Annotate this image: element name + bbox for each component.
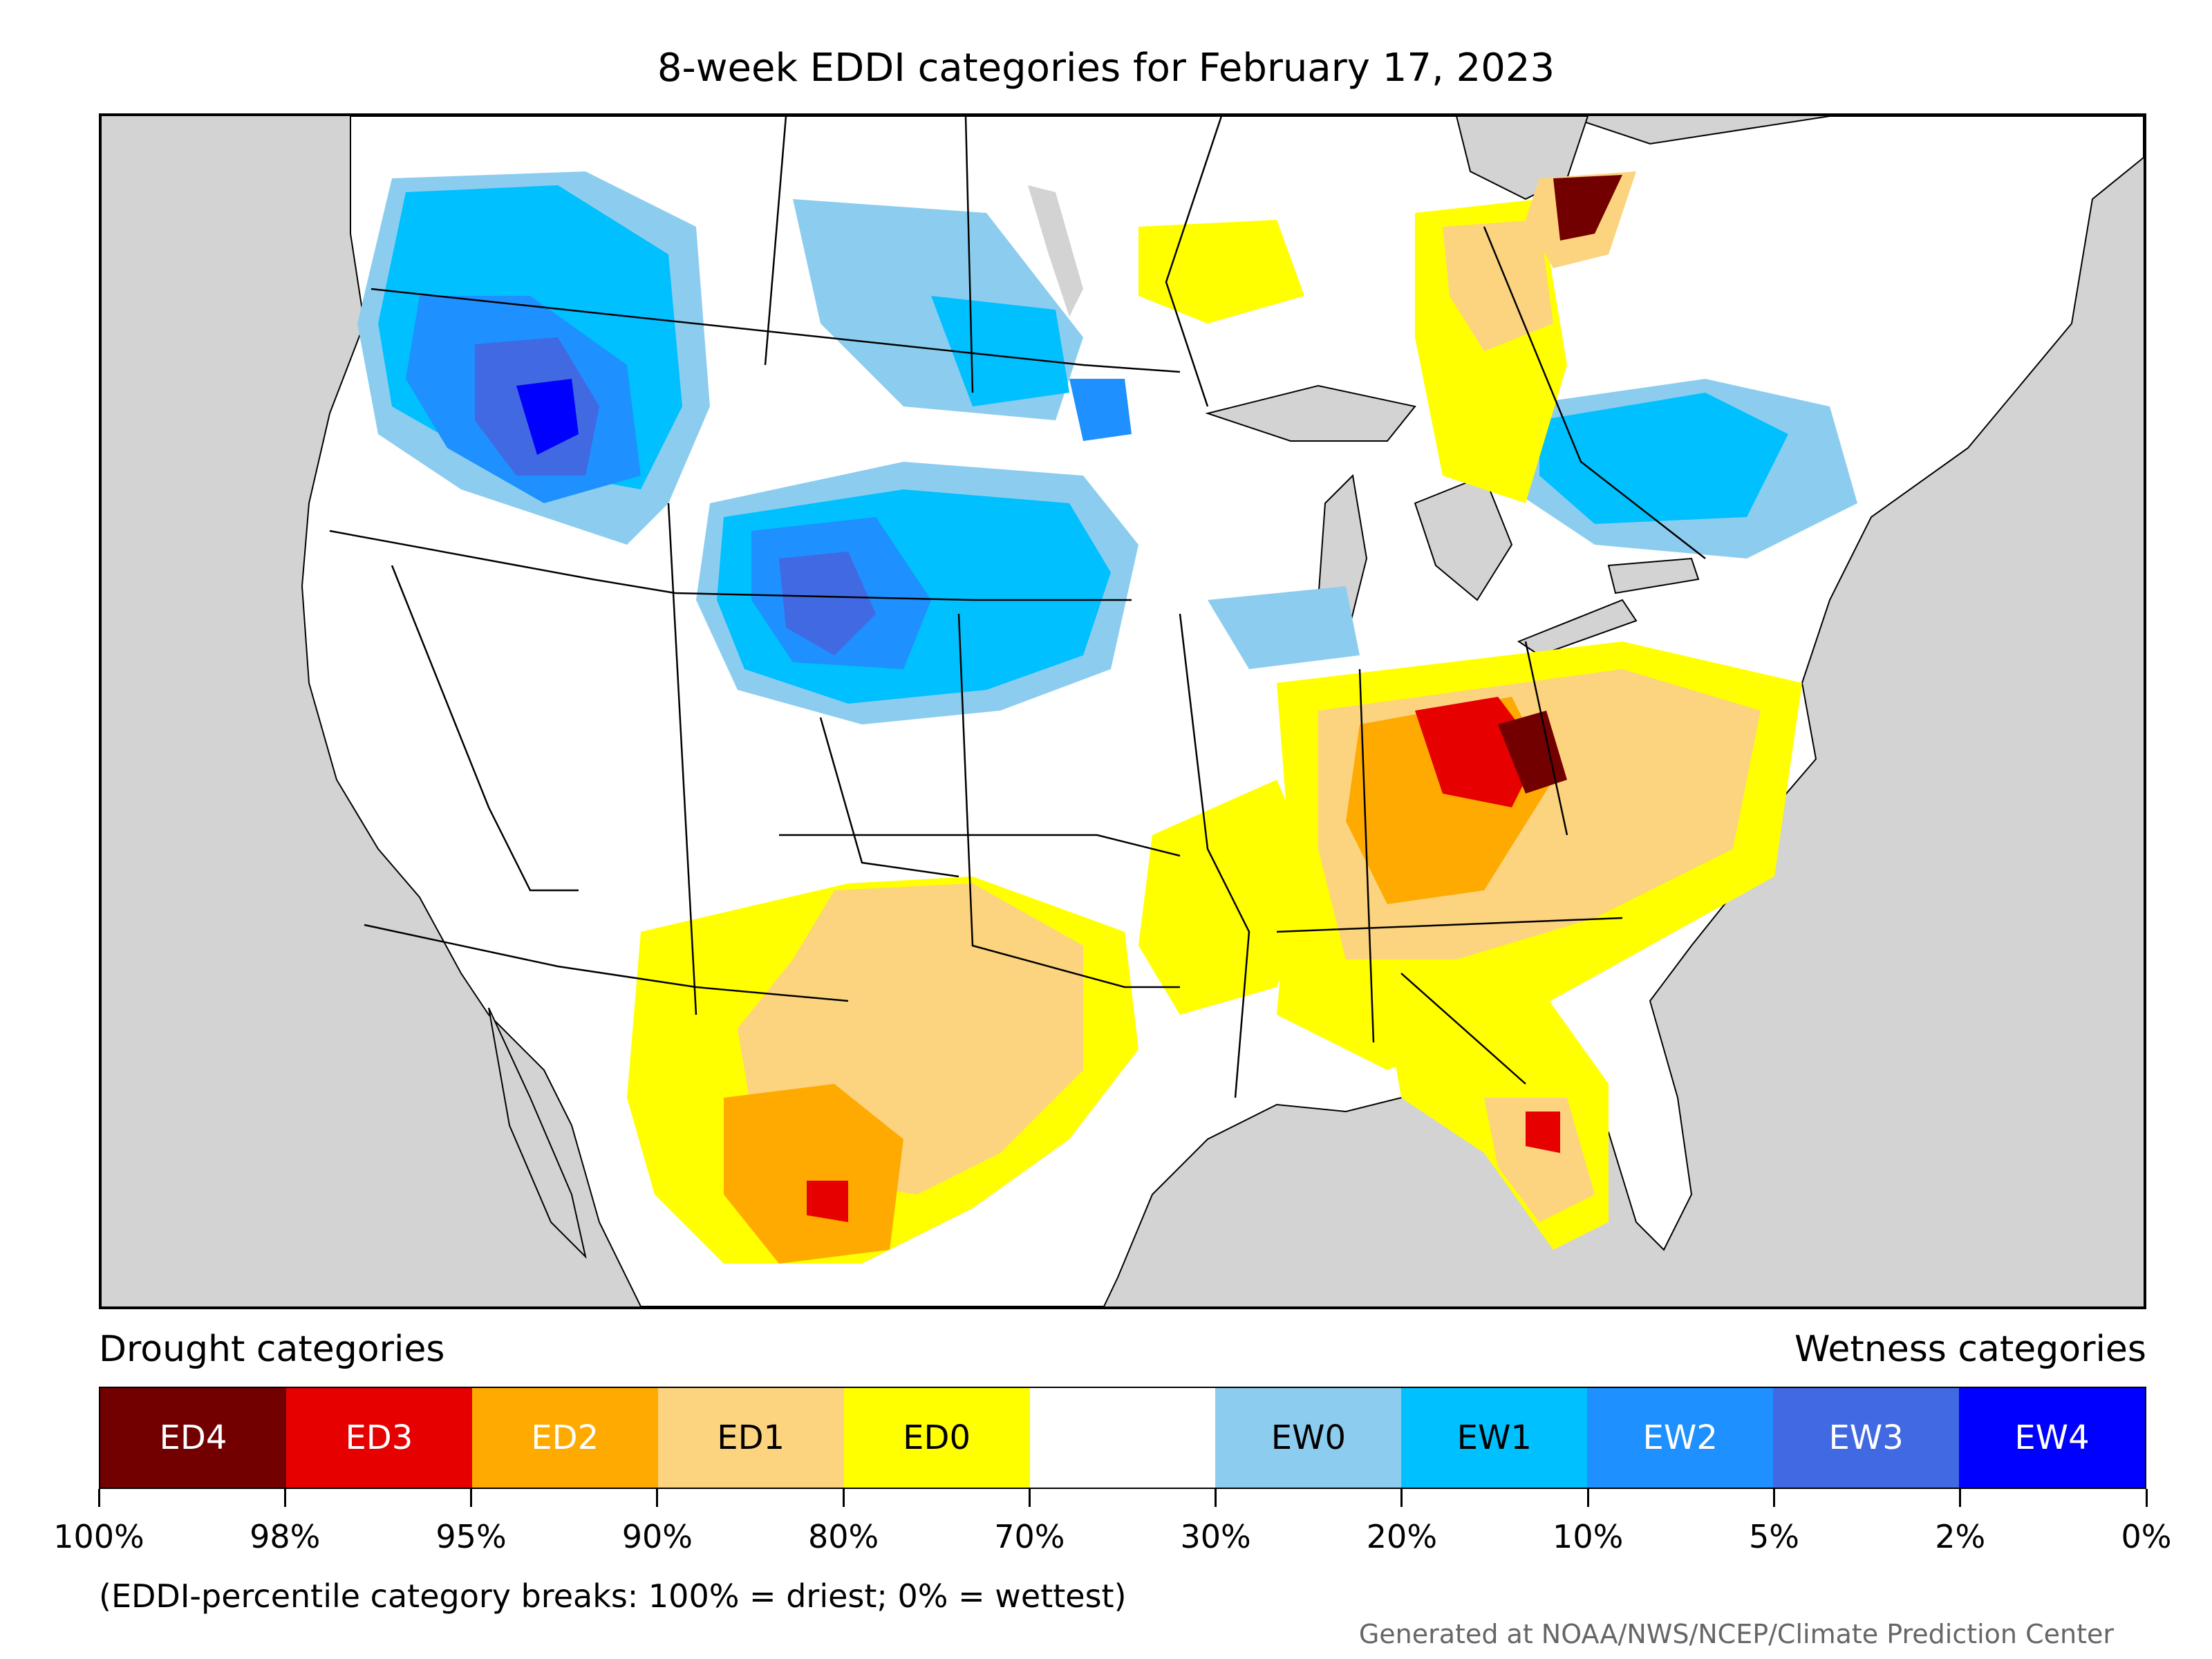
break-label: 95% <box>435 1518 507 1555</box>
colorbar-tick <box>1215 1489 1217 1507</box>
wetness-legend-heading: Wetness categories <box>1794 1329 2146 1370</box>
colorbar-tick <box>470 1489 473 1507</box>
colorbar-cell-ed4: ED4 <box>100 1388 286 1488</box>
colorbar-tick <box>1772 1489 1775 1507</box>
colorbar-tick <box>283 1489 286 1507</box>
colorbar-tick <box>842 1489 845 1507</box>
break-label: 0% <box>2121 1518 2172 1555</box>
break-label: 100% <box>53 1518 144 1555</box>
colorbar-ticks <box>97 1489 2148 1510</box>
colorbar-tick <box>1959 1489 1962 1507</box>
break-label: 98% <box>250 1518 321 1555</box>
break-label: 2% <box>1935 1518 1986 1555</box>
colorbar-cell-ew3: EW3 <box>1773 1388 1960 1488</box>
colorbar-cell-ed2: ED2 <box>471 1388 658 1488</box>
colorbar-cell-ed3: ED3 <box>285 1388 472 1488</box>
category-colorbar: ED4 ED3 ED2 ED1 ED0 EW0 EW1 EW2 EW3 EW4 <box>99 1387 2146 1489</box>
break-label: 20% <box>1366 1518 1438 1555</box>
map-title: 8-week EDDI categories for February 17, … <box>657 46 1555 91</box>
colorbar-tick <box>656 1489 659 1507</box>
colorbar-cell-ed1: ED1 <box>657 1388 844 1488</box>
colorbar-tick <box>1586 1489 1589 1507</box>
break-label: 10% <box>1553 1518 1624 1555</box>
break-label: 5% <box>1748 1518 1799 1555</box>
colorbar-cell-normal <box>1029 1388 1216 1488</box>
break-label: 90% <box>621 1518 693 1555</box>
eddi-map <box>99 113 2146 1309</box>
break-label: 30% <box>1180 1518 1251 1555</box>
colorbar-cell-ew4: EW4 <box>1959 1388 2145 1488</box>
colorbar-cell-ed0: ED0 <box>843 1388 1030 1488</box>
colorbar-tick <box>97 1489 100 1507</box>
colorbar-cell-ew2: EW2 <box>1587 1388 1774 1488</box>
break-label: 70% <box>994 1518 1065 1555</box>
colorbar-tick <box>1400 1489 1403 1507</box>
colorbar-tick <box>2145 1489 2148 1507</box>
colorbar-tick <box>1028 1489 1031 1507</box>
colorbar-cell-ew1: EW1 <box>1401 1388 1588 1488</box>
break-label: 80% <box>807 1518 879 1555</box>
drought-legend-heading: Drought categories <box>99 1329 445 1370</box>
category-breaks-note: (EDDI-percentile category breaks: 100% =… <box>99 1577 1127 1615</box>
colorbar-cell-ew0: EW0 <box>1215 1388 1402 1488</box>
credit-line: Generated at NOAA/NWS/NCEP/Climate Predi… <box>1358 1619 2114 1649</box>
